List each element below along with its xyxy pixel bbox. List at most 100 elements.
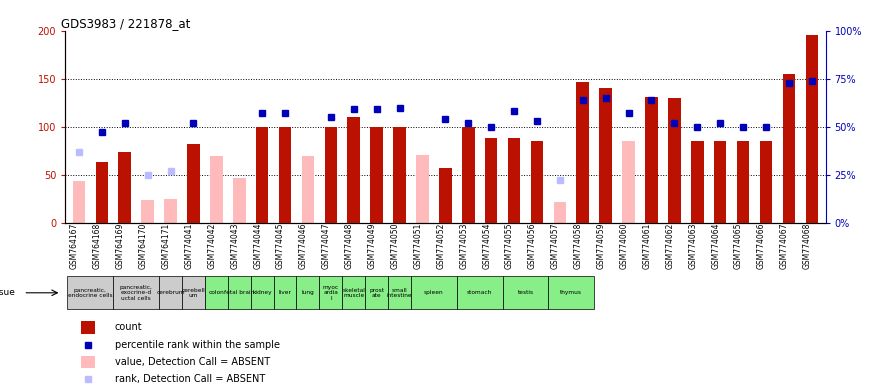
Bar — [228, 276, 250, 309]
Bar — [548, 276, 594, 309]
Bar — [714, 141, 726, 223]
Text: testis: testis — [517, 290, 534, 295]
Text: tissue: tissue — [0, 288, 16, 297]
Bar — [416, 155, 428, 223]
Bar — [118, 152, 131, 223]
Text: pancreatic,
exocrine-d
uctal cells: pancreatic, exocrine-d uctal cells — [120, 285, 153, 301]
Text: GSM774058: GSM774058 — [574, 223, 583, 269]
Bar — [68, 276, 113, 309]
Text: GSM774049: GSM774049 — [368, 223, 376, 269]
Text: myoc
ardia
l: myoc ardia l — [322, 285, 339, 301]
Text: GSM774060: GSM774060 — [620, 223, 628, 269]
Bar — [600, 88, 612, 223]
Text: kidney: kidney — [252, 290, 272, 295]
Bar — [388, 276, 411, 309]
Text: GSM774066: GSM774066 — [757, 223, 766, 269]
Bar — [320, 276, 342, 309]
Bar — [554, 202, 567, 223]
Text: GSM774061: GSM774061 — [642, 223, 652, 269]
Bar — [622, 141, 635, 223]
Text: GSM764170: GSM764170 — [139, 223, 148, 269]
Bar — [302, 156, 315, 223]
Bar — [370, 127, 383, 223]
Text: GSM774052: GSM774052 — [436, 223, 445, 269]
Bar — [737, 141, 749, 223]
Text: GSM774067: GSM774067 — [779, 223, 789, 269]
Bar — [394, 127, 406, 223]
Bar — [279, 127, 291, 223]
Bar — [806, 35, 818, 223]
Bar — [531, 141, 543, 223]
Bar — [142, 200, 154, 223]
Text: GSM774051: GSM774051 — [414, 223, 422, 269]
Bar — [365, 276, 388, 309]
Bar — [81, 321, 95, 334]
Bar — [576, 82, 589, 223]
Text: lung: lung — [302, 290, 315, 295]
Text: GSM774045: GSM774045 — [276, 223, 285, 269]
Bar — [210, 156, 222, 223]
Text: GSM774059: GSM774059 — [597, 223, 606, 269]
Text: GSM774055: GSM774055 — [505, 223, 514, 269]
Text: GSM774046: GSM774046 — [299, 223, 308, 269]
Text: GSM764171: GSM764171 — [162, 223, 170, 269]
Bar — [274, 276, 296, 309]
Text: fetal brain: fetal brain — [224, 290, 255, 295]
Text: GSM774048: GSM774048 — [345, 223, 354, 269]
Text: GSM774053: GSM774053 — [459, 223, 468, 269]
Bar — [182, 276, 205, 309]
Text: count: count — [115, 322, 143, 332]
Text: colon: colon — [209, 290, 224, 295]
Bar — [502, 276, 548, 309]
Bar — [411, 276, 457, 309]
Bar — [250, 276, 274, 309]
Bar — [113, 276, 159, 309]
Bar — [668, 98, 680, 223]
Text: value, Detection Call = ABSENT: value, Detection Call = ABSENT — [115, 357, 269, 367]
Bar — [439, 168, 452, 223]
Text: GSM774062: GSM774062 — [666, 223, 674, 269]
Text: spleen: spleen — [424, 290, 444, 295]
Bar — [645, 97, 658, 223]
Text: GSM774063: GSM774063 — [688, 223, 697, 269]
Bar — [205, 276, 228, 309]
Text: GSM774044: GSM774044 — [253, 223, 262, 269]
Text: stomach: stomach — [468, 290, 493, 295]
Text: GSM774068: GSM774068 — [803, 223, 812, 269]
Text: GSM774043: GSM774043 — [230, 223, 239, 269]
Text: GSM774050: GSM774050 — [390, 223, 400, 269]
Text: GSM764167: GSM764167 — [70, 223, 79, 269]
Text: skeletal
muscle: skeletal muscle — [342, 288, 365, 298]
Bar — [81, 356, 95, 368]
Text: GSM774056: GSM774056 — [528, 223, 537, 269]
Bar — [73, 182, 85, 223]
Text: GSM774042: GSM774042 — [208, 223, 216, 269]
Text: GSM764168: GSM764168 — [93, 223, 102, 269]
Bar — [462, 127, 474, 223]
Bar — [457, 276, 502, 309]
Text: prost
ate: prost ate — [369, 288, 384, 298]
Text: cerebrum: cerebrum — [156, 290, 185, 295]
Text: GDS3983 / 221878_at: GDS3983 / 221878_at — [62, 17, 191, 30]
Bar — [342, 276, 365, 309]
Bar — [324, 127, 337, 223]
Bar — [370, 144, 383, 223]
Text: percentile rank within the sample: percentile rank within the sample — [115, 339, 280, 349]
Text: liver: liver — [279, 290, 291, 295]
Text: GSM774064: GSM774064 — [711, 223, 720, 269]
Text: small
intestine: small intestine — [387, 288, 413, 298]
Bar — [296, 276, 320, 309]
Text: GSM774065: GSM774065 — [734, 223, 743, 269]
Text: GSM774054: GSM774054 — [482, 223, 491, 269]
Text: pancreatic,
endocrine cells: pancreatic, endocrine cells — [68, 288, 113, 298]
Bar — [233, 178, 246, 223]
Bar — [760, 141, 773, 223]
Text: GSM774057: GSM774057 — [551, 223, 560, 269]
Text: GSM774047: GSM774047 — [322, 223, 331, 269]
Bar — [96, 162, 108, 223]
Text: GSM764169: GSM764169 — [116, 223, 125, 269]
Bar — [279, 136, 291, 223]
Text: GSM774041: GSM774041 — [184, 223, 194, 269]
Text: thymus: thymus — [561, 290, 582, 295]
Bar — [187, 144, 200, 223]
